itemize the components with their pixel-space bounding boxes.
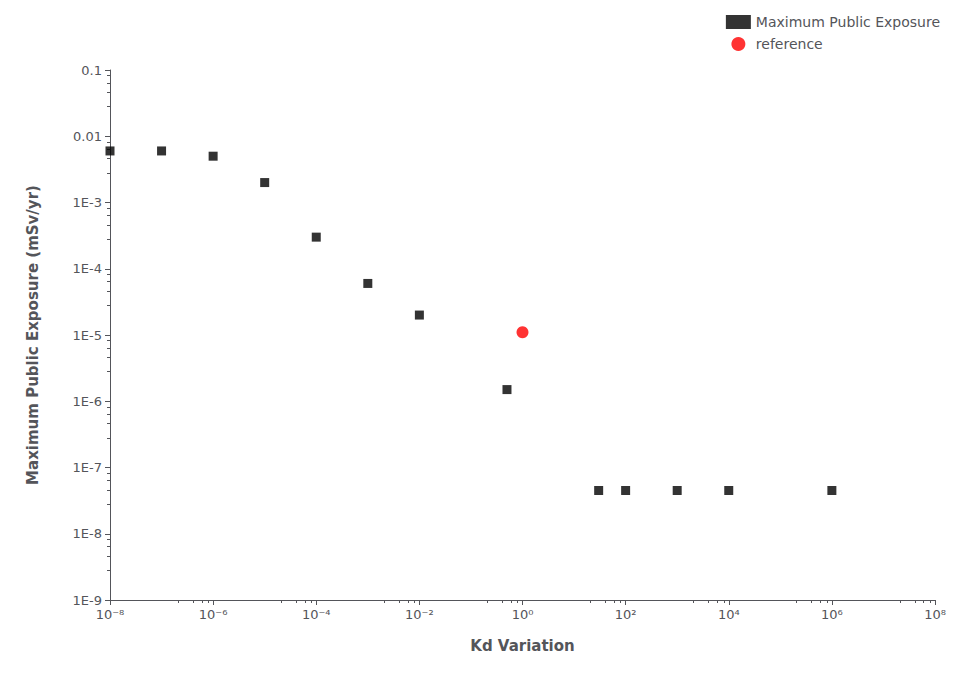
svg-text:10⁰: 10⁰ [512,607,534,622]
svg-text:1E-7: 1E-7 [73,460,102,475]
svg-text:Maximum Public Exposure: Maximum Public Exposure [756,14,940,30]
svg-text:10⁻⁶: 10⁻⁶ [199,607,228,622]
svg-text:10⁻²: 10⁻² [405,607,434,622]
svg-text:1E-5: 1E-5 [73,328,102,343]
svg-text:Kd Variation: Kd Variation [470,637,574,655]
svg-text:1E-4: 1E-4 [73,261,102,276]
svg-text:10⁻⁸: 10⁻⁸ [96,607,125,622]
svg-text:10⁸: 10⁸ [924,607,946,622]
svg-text:1E-6: 1E-6 [73,394,102,409]
svg-text:1E-3: 1E-3 [73,195,102,210]
svg-text:0.1: 0.1 [81,63,102,78]
svg-text:Maximum Public Exposure (mSv/y: Maximum Public Exposure (mSv/yr) [24,185,42,485]
svg-text:reference: reference [756,36,823,52]
svg-text:1E-9: 1E-9 [73,593,102,608]
svg-text:10²: 10² [615,607,637,622]
svg-text:10⁻⁴: 10⁻⁴ [302,607,331,622]
svg-text:10⁴: 10⁴ [718,607,740,622]
svg-text:1E-8: 1E-8 [73,526,102,541]
svg-text:10⁶: 10⁶ [821,607,843,622]
svg-text:0.01: 0.01 [73,129,102,144]
